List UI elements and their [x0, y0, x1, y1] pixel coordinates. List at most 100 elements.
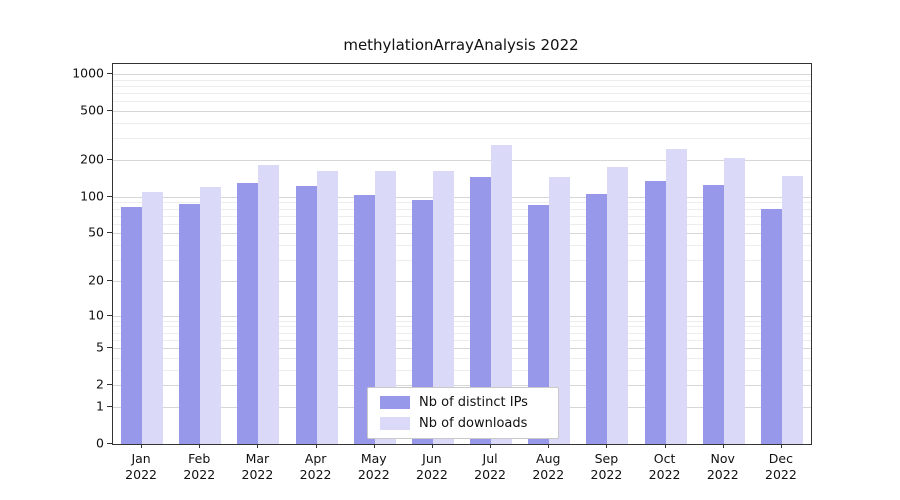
year-label: 2022	[357, 467, 390, 482]
y-tick-mark	[107, 347, 112, 349]
y-tick-mark	[107, 405, 112, 407]
y-tick-label: 1000	[72, 65, 104, 81]
month-label: Jun	[422, 451, 442, 466]
plot-area: Nb of distinct IPs Nb of downloads	[112, 63, 812, 445]
month-label: May	[360, 451, 387, 466]
minor-gridline	[113, 339, 811, 341]
y-tick-label: 2	[96, 376, 104, 392]
minor-gridline	[113, 320, 811, 322]
bar-feb-downloads	[200, 187, 222, 444]
year-label: 2022	[532, 467, 565, 482]
minor-gridline	[113, 357, 811, 359]
minor-gridline	[113, 260, 811, 262]
year-label: 2022	[590, 467, 623, 482]
y-tick-label: 500	[80, 102, 104, 118]
y-tick-label: 1	[96, 398, 104, 414]
x-tick-mark	[315, 444, 317, 448]
legend: Nb of distinct IPs Nb of downloads	[367, 387, 559, 439]
x-tick-label-oct: Oct 2022	[633, 451, 697, 483]
x-tick-label-apr: Apr 2022	[284, 451, 348, 483]
month-label: Oct	[653, 451, 676, 466]
major-gridline	[113, 196, 811, 198]
minor-gridline	[113, 93, 811, 95]
legend-row: Nb of distinct IPs	[380, 395, 546, 410]
bar-jul-distinct-ips	[470, 176, 492, 444]
bar-aug-downloads	[549, 177, 571, 444]
bar-sep-distinct-ips	[586, 193, 608, 444]
minor-gridline	[113, 85, 811, 87]
x-tick-mark	[141, 444, 143, 448]
legend-label: Nb of downloads	[419, 416, 528, 431]
y-tick-mark	[107, 279, 112, 281]
year-label: 2022	[241, 467, 274, 482]
x-tick-mark	[722, 444, 724, 448]
minor-gridline	[113, 215, 811, 217]
month-label: Dec	[768, 451, 793, 466]
major-gridline	[113, 385, 811, 387]
minor-gridline	[113, 101, 811, 103]
year-label: 2022	[474, 467, 506, 482]
y-tick-label: 0	[96, 435, 104, 451]
y-tick-label: 200	[80, 151, 104, 167]
x-tick-mark	[780, 444, 782, 448]
y-tick-label: 100	[80, 188, 104, 204]
month-label: Jan	[131, 451, 151, 466]
major-gridline	[113, 348, 811, 350]
bar-dec-distinct-ips	[760, 209, 782, 444]
major-gridline	[113, 74, 811, 75]
x-tick-mark	[199, 444, 201, 448]
bar-nov-downloads	[723, 157, 745, 444]
bar-oct-downloads	[665, 148, 687, 444]
bar-jan-distinct-ips	[121, 206, 143, 444]
x-tick-label-jul: Jul 2022	[458, 451, 522, 483]
y-tick-mark	[107, 384, 112, 386]
x-tick-label-dec: Dec 2022	[749, 451, 813, 483]
month-label: Aug	[536, 451, 561, 466]
minor-gridline	[113, 79, 811, 81]
major-gridline	[113, 159, 811, 161]
y-tick-label: 10	[88, 307, 104, 323]
major-gridline	[113, 111, 811, 113]
bar-jun-downloads	[432, 170, 454, 444]
major-gridline	[113, 315, 811, 317]
month-label: Jul	[482, 451, 498, 466]
bar-mar-distinct-ips	[237, 182, 259, 444]
y-tick-label: 5	[96, 339, 104, 355]
year-label: 2022	[648, 467, 681, 482]
y-tick-mark	[107, 314, 112, 316]
x-tick-label-nov: Nov 2022	[691, 451, 755, 483]
bar-dec-downloads	[781, 175, 803, 444]
bar-feb-distinct-ips	[179, 204, 201, 444]
bar-jul-downloads	[491, 144, 513, 444]
x-tick-label-mar: Mar 2022	[225, 451, 289, 483]
month-label: Apr	[304, 451, 327, 466]
bar-sep-downloads	[607, 166, 629, 444]
y-tick-mark	[107, 73, 112, 74]
y-tick-mark	[107, 158, 112, 160]
bar-may-downloads	[374, 170, 396, 444]
minor-gridline	[113, 138, 811, 140]
x-tick-mark	[257, 444, 259, 448]
minor-gridline	[113, 208, 811, 210]
x-tick-mark	[490, 444, 492, 448]
y-tick-label: 20	[88, 272, 104, 288]
x-tick-mark	[664, 444, 666, 448]
year-label: 2022	[183, 467, 216, 482]
legend-label: Nb of distinct IPs	[419, 395, 528, 410]
legend-patch-icon	[380, 396, 410, 409]
y-tick-label: 50	[88, 224, 104, 240]
bar-jun-distinct-ips	[411, 200, 433, 444]
x-tick-label-jun: Jun 2022	[400, 451, 464, 483]
bar-apr-distinct-ips	[295, 185, 317, 444]
x-tick-label-aug: Aug 2022	[516, 451, 580, 483]
x-tick-mark	[606, 444, 608, 448]
x-tick-label-jan: Jan 2022	[109, 451, 173, 483]
legend-row: Nb of downloads	[380, 416, 546, 431]
minor-gridline	[113, 369, 811, 371]
month-label: Sep	[594, 451, 619, 466]
y-tick-mark	[107, 443, 112, 444]
minor-gridline	[113, 326, 811, 328]
y-tick-mark	[107, 195, 112, 197]
month-label: Nov	[710, 451, 735, 466]
